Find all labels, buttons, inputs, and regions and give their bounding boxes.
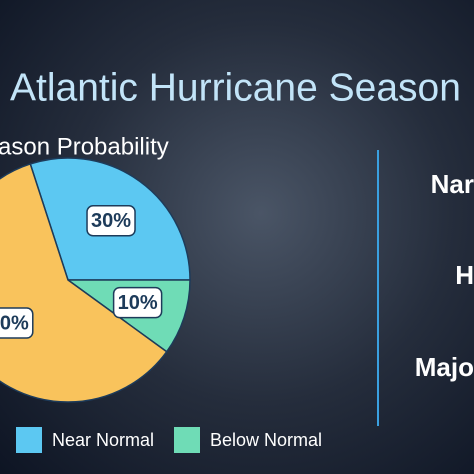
value-label-box <box>86 205 136 237</box>
legend: Near Normal Below Normal <box>16 427 322 453</box>
value-label-box <box>112 286 163 319</box>
value-label: 30% <box>91 210 131 232</box>
side-label: Nar <box>431 169 474 199</box>
pie-slice <box>0 163 168 403</box>
value-label-box <box>0 307 34 339</box>
value-label: 60% <box>0 312 29 334</box>
title: Atlantic Hurricane Season <box>10 66 461 109</box>
side-labels: Nar H Majo <box>415 169 474 382</box>
legend-label: Near Normal <box>52 430 154 450</box>
legend-label: Below Normal <box>210 430 322 450</box>
pie: 30% 10% 60% <box>0 157 191 403</box>
value-label: 10% <box>118 292 158 314</box>
subtitle: ason Probability <box>0 133 169 160</box>
side-label: Majo <box>415 352 474 382</box>
legend-swatch <box>174 427 200 453</box>
side-label: H <box>455 260 474 290</box>
legend-swatch <box>16 427 42 453</box>
